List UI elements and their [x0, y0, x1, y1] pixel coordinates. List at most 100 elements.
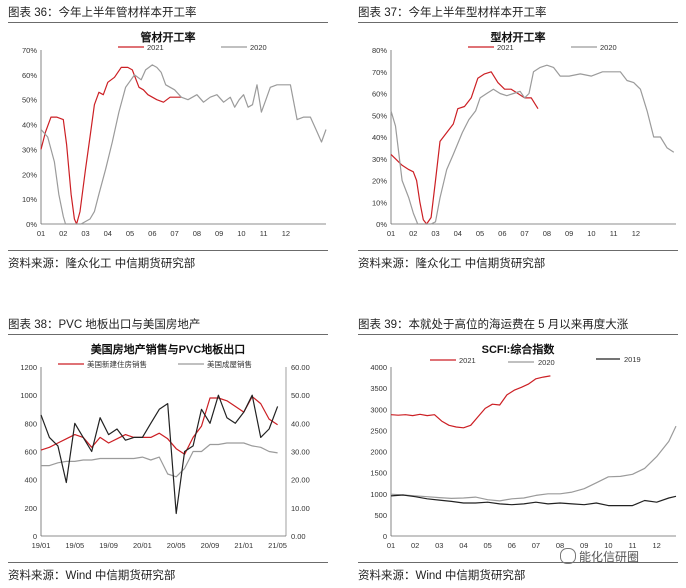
source-chart-37: 资料来源：隆众化工 中信期货研究部	[358, 258, 546, 270]
chart-title: 型材开工率	[491, 30, 546, 44]
y-tick-label: 40%	[372, 133, 387, 142]
y-tick-label: 1000	[370, 490, 387, 499]
caption-chart-39: 图表 39：本就处于高位的海运费在 5 月以来再度大涨	[358, 319, 629, 331]
series-line-0	[390, 71, 539, 225]
x-tick-label: 10	[587, 229, 595, 238]
y-tick-label: 20%	[22, 170, 37, 179]
x-tick-label: 19/09	[99, 541, 118, 550]
source-rule	[358, 250, 678, 251]
y-tick-label: 800	[24, 419, 37, 428]
x-tick-label: 11	[610, 229, 618, 238]
y-tick-label: 50%	[372, 111, 387, 120]
x-tick-label: 05	[126, 229, 134, 238]
x-tick-label: 20/09	[201, 541, 220, 550]
y-tick-label: 50%	[22, 96, 37, 105]
x-tick-label: 07	[532, 541, 540, 550]
x-tick-label: 19/01	[32, 541, 51, 550]
x-tick-label: 07	[170, 229, 178, 238]
caption-rule	[8, 334, 328, 335]
x-tick-label: 11	[260, 229, 268, 238]
legend-label-2: 2019	[624, 355, 641, 364]
legend-label-1: 2020	[600, 43, 617, 52]
legend-label-1: 美国成屋销售	[207, 359, 252, 369]
legend-label-0: 2021	[497, 43, 514, 52]
y-tick-label: 2500	[370, 426, 387, 435]
x-tick-label: 08	[543, 229, 551, 238]
x-tick-label: 03	[81, 229, 89, 238]
source-chart-39: 资料来源：Wind 中信期货研究部	[358, 570, 526, 582]
scfi-index-chart: SCFI:综合指数 0 500 1000 1500 2000 2500 3000 3500 400…	[370, 342, 677, 550]
x-tick-label: 01	[387, 229, 395, 238]
x-tick-label: 02	[409, 229, 417, 238]
x-tick-label: 04	[104, 229, 112, 238]
wechat-icon	[560, 548, 576, 564]
y-tick-label: 3000	[370, 405, 387, 414]
watermark: 能化信研圈	[560, 548, 639, 565]
series-line-0	[40, 395, 278, 455]
x-tick-label: 21/05	[268, 541, 287, 550]
legend-label-1: 2020	[538, 358, 555, 367]
y-tick-label: 30%	[372, 155, 387, 164]
source-chart-38: 资料来源：Wind 中信期货研究部	[8, 570, 176, 582]
x-tick-label: 11	[629, 541, 637, 550]
x-tick-label: 12	[282, 229, 290, 238]
us-housing-pvc-floor-chart: 美国房地产销售与PVC地板出口 0 200 400 600 800 1000 1200 0.00…	[20, 342, 310, 550]
y-tick-label: 4000	[370, 363, 387, 372]
y2-tick-label: 50.00	[291, 391, 310, 400]
source-chart-36: 资料来源：隆众化工 中信期货研究部	[8, 258, 196, 270]
y-tick-label: 60%	[372, 90, 387, 99]
x-tick-label: 06	[148, 229, 156, 238]
y-tick-label: 80%	[372, 46, 387, 55]
chart-title: 美国房地产销售与PVC地板出口	[91, 342, 246, 356]
y2-tick-label: 20.00	[291, 476, 310, 485]
x-tick-label: 03	[431, 229, 439, 238]
y-tick-label: 0%	[376, 220, 387, 229]
y-tick-label: 0	[383, 532, 387, 541]
source-rule	[358, 562, 678, 563]
source-rule	[8, 250, 328, 251]
x-tick-label: 06	[498, 229, 506, 238]
y-tick-label: 10%	[22, 195, 37, 204]
caption-chart-38: 图表 38：PVC 地板出口与美国房地产	[8, 319, 201, 331]
x-tick-label: 07	[520, 229, 528, 238]
y-tick-label: 70%	[22, 46, 37, 55]
x-tick-label: 05	[476, 229, 484, 238]
pipe-operating-rate-chart: 管材开工率 0% 10% 20% 30% 40% 50% 60% 70% 01 02 03 04 05 06…	[22, 30, 327, 238]
y2-tick-label: 40.00	[291, 419, 310, 428]
series-line-0	[390, 375, 551, 429]
caption-chart-36: 图表 36：今年上半年管材样本开工率	[8, 7, 197, 19]
series-line-1	[41, 442, 278, 478]
y-tick-label: 3500	[370, 384, 387, 393]
x-tick-label: 02	[411, 541, 419, 550]
y-tick-label: 20%	[372, 177, 387, 186]
x-tick-label: 04	[459, 541, 467, 550]
watermark-text: 能化信研圈	[579, 550, 640, 564]
y-tick-label: 1200	[20, 363, 37, 372]
y-tick-label: 600	[24, 448, 37, 457]
caption-chart-37: 图表 37：今年上半年型材样本开工率	[358, 7, 547, 19]
y2-tick-label: 30.00	[291, 448, 310, 457]
y-tick-label: 500	[374, 511, 387, 520]
x-tick-label: 09	[580, 541, 588, 550]
y2-tick-label: 60.00	[291, 363, 310, 372]
y-tick-label: 1500	[370, 469, 387, 478]
x-tick-label: 19/05	[65, 541, 84, 550]
x-tick-label: 20/05	[167, 541, 186, 550]
y-tick-label: 0%	[26, 220, 37, 229]
legend-label-0: 2021	[147, 43, 164, 52]
x-tick-label: 03	[435, 541, 443, 550]
x-tick-label: 09	[215, 229, 223, 238]
x-tick-label: 06	[508, 541, 516, 550]
x-tick-label: 21/01	[234, 541, 253, 550]
x-tick-label: 12	[653, 541, 661, 550]
legend-label-0: 2021	[459, 356, 476, 365]
x-tick-label: 10	[604, 541, 612, 550]
series-line-2	[390, 494, 677, 507]
x-tick-label: 10	[237, 229, 245, 238]
series-line-0	[40, 66, 182, 225]
legend-label-0: 美国新建住房销售	[87, 359, 147, 369]
caption-rule	[358, 22, 678, 23]
x-tick-label: 09	[565, 229, 573, 238]
x-tick-label: 12	[632, 229, 640, 238]
y-tick-label: 400	[24, 476, 37, 485]
